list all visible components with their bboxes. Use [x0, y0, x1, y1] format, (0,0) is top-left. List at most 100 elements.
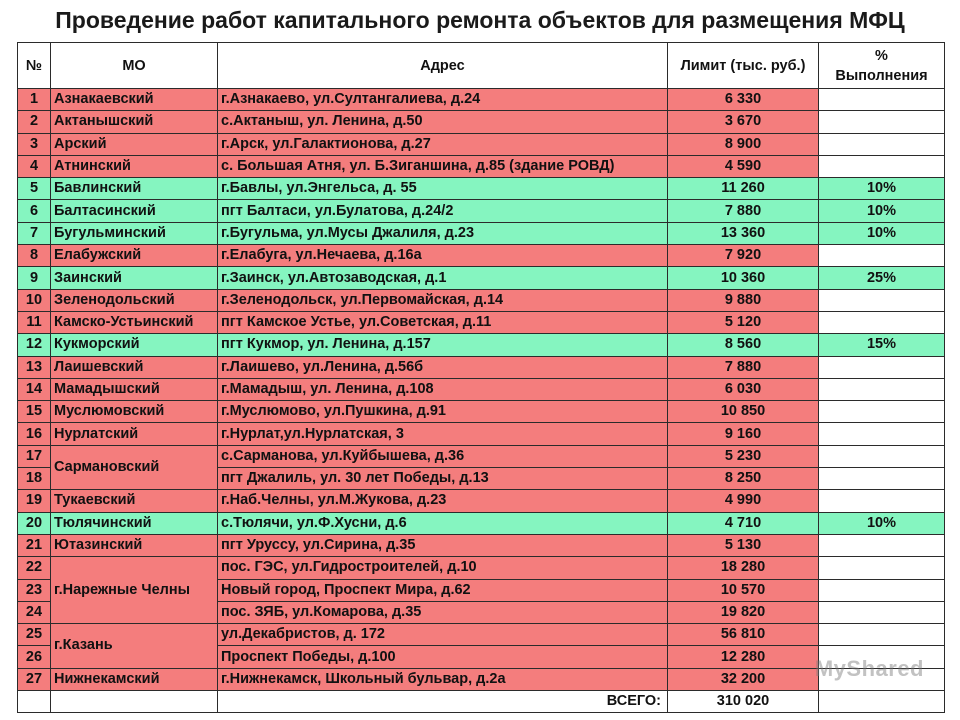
table-row: 15 Муслюмовский г.Муслюмово, ул.Пушкина, д…: [17, 400, 945, 424]
row-percent: [818, 132, 945, 156]
row-mo: Мамадышский: [50, 377, 218, 402]
row-mo: Нижнекамский: [50, 667, 218, 692]
row-limit: 8 900: [667, 132, 819, 156]
row-limit: 5 120: [667, 310, 819, 335]
row-percent: [818, 667, 945, 692]
row-limit: 6 330: [667, 87, 819, 112]
row-percent: [818, 244, 945, 268]
row-percent: [818, 377, 945, 402]
row-percent: [818, 467, 945, 491]
row-number: 16: [17, 422, 51, 446]
row-limit: 3 670: [667, 110, 819, 134]
row-number: 24: [17, 600, 51, 625]
row-percent: [818, 578, 945, 602]
row-limit: 7 920: [667, 244, 819, 268]
row-number: 13: [17, 355, 51, 379]
row-percent: [818, 645, 945, 669]
total-label: ВСЕГО:: [217, 690, 668, 714]
row-percent: [818, 355, 945, 379]
total-empty-mo: [50, 690, 218, 714]
watermark: MyShared: [814, 656, 924, 681]
table-row: 25 г.Казань ул.Декабристов, д. 172 56 810: [17, 623, 945, 669]
total-empty-percent: [818, 690, 945, 714]
row-number: 7: [17, 221, 51, 246]
row-limit: 7 880: [667, 199, 819, 223]
row-mo: г.Нарежные Челны: [50, 556, 218, 625]
row-mo: Бугульминский: [50, 221, 218, 246]
row-mo: Сармановский: [50, 444, 218, 491]
row-address: с. Большая Атня, ул. Б.Зиганшина, д.85 (…: [217, 154, 668, 179]
row-limit: 10 360: [667, 266, 819, 290]
row-number: 11: [17, 310, 51, 335]
header-percent: % Выполнения: [818, 42, 945, 89]
row-address: г.Муслюмово, ул.Пушкина, д.91: [217, 400, 668, 424]
row-number: 27: [17, 667, 51, 692]
row-limit: 9 880: [667, 288, 819, 312]
row-percent: [818, 533, 945, 558]
row-limit: 10 850: [667, 400, 819, 424]
table-row: 13 Лаишевский г.Лаишево, ул.Ленина, д.56б 7…: [17, 355, 945, 379]
row-number: 9: [17, 266, 51, 290]
row-address: с.Тюлячи, ул.Ф.Хусни, д.6: [217, 511, 668, 535]
table-row: 10 Зеленодольский г.Зеленодольск, ул.Перво…: [17, 288, 945, 312]
row-number: 23: [17, 578, 51, 602]
row-percent: 10%: [818, 199, 945, 223]
row-mo: Зеленодольский: [50, 288, 218, 312]
row-address: пгт Кукмор, ул. Ленина, д.157: [217, 333, 668, 357]
table-row: 21 Ютазинский пгт Уруссу, ул.Сирина, д.35 5…: [17, 533, 945, 558]
row-percent: [818, 288, 945, 312]
row-address: пгт Балтаси, ул.Булатова, д.24/2: [217, 199, 668, 223]
table-row: 27 Нижнекамский г.Нижнекамск, Школьный бул…: [17, 667, 945, 692]
row-address: г.Зеленодольск, ул.Первомайская, д.14: [217, 288, 668, 312]
row-percent: 15%: [818, 333, 945, 357]
row-address: Новый город, Проспект Мира, д.62: [217, 578, 668, 602]
table-row: 12 Кукморский пгт Кукмор, ул. Ленина, д.15…: [17, 333, 945, 357]
row-mo: Нурлатский: [50, 422, 218, 446]
total-value: 310 020: [667, 690, 819, 714]
table-row: 22 г.Нарежные Челны пос. ГЭС, ул.Гидростро…: [17, 556, 945, 625]
row-address: Проспект Победы, д.100: [217, 645, 668, 669]
row-number: 3: [17, 132, 51, 156]
row-limit: 19 820: [667, 600, 819, 625]
page-title: Проведение работ капитального ремонта об…: [55, 7, 905, 33]
table-row: 9 Заинский г.Заинск, ул.Автозаводская, д.1…: [17, 266, 945, 290]
row-address: пгт Уруссу, ул.Сирина, д.35: [217, 533, 668, 558]
row-mo: Камско-Устьинский: [50, 310, 218, 335]
row-mo: Тукаевский: [50, 489, 218, 513]
row-mo: Атнинский: [50, 154, 218, 179]
row-number: 8: [17, 244, 51, 268]
row-percent: [818, 110, 945, 134]
row-number: 19: [17, 489, 51, 513]
header-address: Адрес: [217, 42, 668, 89]
row-number: 20: [17, 511, 51, 535]
row-percent: [818, 600, 945, 625]
row-limit: 4 990: [667, 489, 819, 513]
row-number: 21: [17, 533, 51, 558]
row-limit: 9 160: [667, 422, 819, 446]
table-row: 17 Сармановский с.Сарманова, ул.Куйбышева,…: [17, 444, 945, 491]
row-address: пгт Джалиль, ул. 30 лет Победы, д.13: [217, 467, 668, 491]
row-address: г.Лаишево, ул.Ленина, д.56б: [217, 355, 668, 379]
row-mo: Кукморский: [50, 333, 218, 357]
header-num: №: [17, 42, 51, 89]
row-percent: 10%: [818, 511, 945, 535]
mfc-repair-table: № МО Адрес Лимит (тыс. руб.) % Выполнени…: [17, 42, 945, 714]
row-limit: 56 810: [667, 623, 819, 647]
row-mo: Балтасинский: [50, 199, 218, 223]
row-address: пгт Камское Устье, ул.Советская, д.11: [217, 310, 668, 335]
row-address: пос. ЗЯБ, ул.Комарова, д.35: [217, 600, 668, 625]
row-mo: Заинский: [50, 266, 218, 290]
total-empty-num: [17, 690, 51, 714]
table-row: 24 пос. ЗЯБ, ул.Комарова, д.35 19 820: [17, 600, 945, 625]
row-mo: Муслюмовский: [50, 400, 218, 424]
table-row: 26 Проспект Победы, д.100 12 280: [17, 645, 945, 669]
row-address: г.Наб.Челны, ул.М.Жукова, д.23: [217, 489, 668, 513]
row-percent: [818, 400, 945, 424]
row-percent: [818, 422, 945, 446]
table-row: 14 Мамадышский г.Мамадыш, ул. Ленина, д.10…: [17, 377, 945, 402]
row-limit: 11 260: [667, 177, 819, 201]
table-row: 11 Камско-Устьинский пгт Камское Устье, ул…: [17, 310, 945, 335]
header-mo: МО: [50, 42, 218, 89]
row-address: пос. ГЭС, ул.Гидростроителей, д.10: [217, 556, 668, 580]
